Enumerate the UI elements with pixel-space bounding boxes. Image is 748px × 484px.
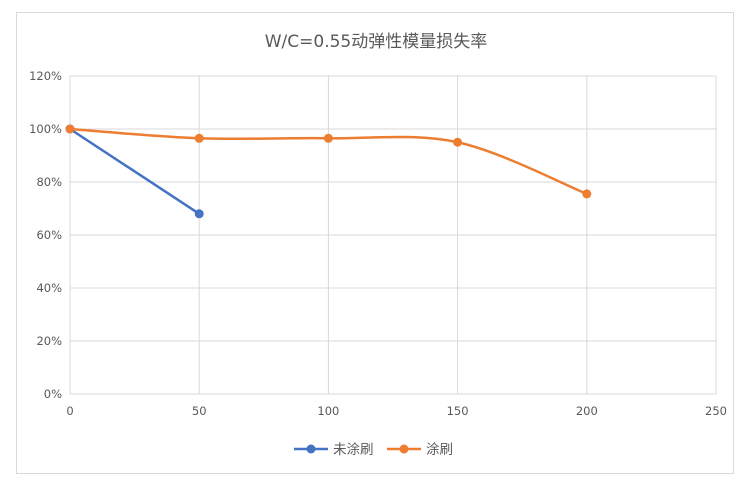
- x-tick-label: 0: [66, 404, 73, 418]
- legend-label: 涂刷: [426, 442, 453, 458]
- legend[interactable]: 未涂刷 涂刷: [294, 442, 453, 458]
- data-point: [323, 133, 333, 143]
- axis-labels: 0% 20% 40% 60% 80% 100% 120% 0 50 100 150 200 250: [29, 69, 727, 418]
- data-point: [582, 189, 592, 199]
- chart-svg: W/C=0.55动弹性模量损失率 0%20%40%60%80%100%120%0…: [29, 32, 727, 458]
- y-tick-label: 40%: [36, 281, 62, 295]
- data-point: [194, 209, 204, 219]
- chart-frame: W/C=0.55动弹性模量损失率 0% 20% 40% 60% 80% 100% 120% 0…: [16, 12, 734, 474]
- y-tick-label: 20%: [36, 334, 62, 348]
- legend-marker: [399, 444, 409, 454]
- y-tick-label: 100%: [29, 122, 62, 136]
- series-line-0: [68, 127, 201, 216]
- data-point: [65, 124, 75, 134]
- y-tick-label: 60%: [36, 228, 62, 242]
- chart-title: W/C=0.55动弹性模量损失率: [265, 32, 488, 52]
- x-tick-label: 100: [317, 404, 339, 418]
- x-tick-label: 50: [192, 404, 207, 418]
- data-point: [194, 133, 204, 143]
- y-tick-label: 120%: [29, 69, 62, 83]
- x-tick-label: 200: [576, 404, 598, 418]
- legend-marker: [306, 444, 316, 454]
- grid-lines: [69, 75, 717, 395]
- legend-label: 未涂刷: [333, 442, 374, 458]
- y-tick-label: 0%: [44, 387, 62, 401]
- x-tick-label: 250: [705, 404, 727, 418]
- series-layer: [65, 124, 592, 219]
- y-tick-label: 80%: [36, 175, 62, 189]
- x-tick-label: 150: [447, 404, 469, 418]
- data-point: [453, 137, 463, 147]
